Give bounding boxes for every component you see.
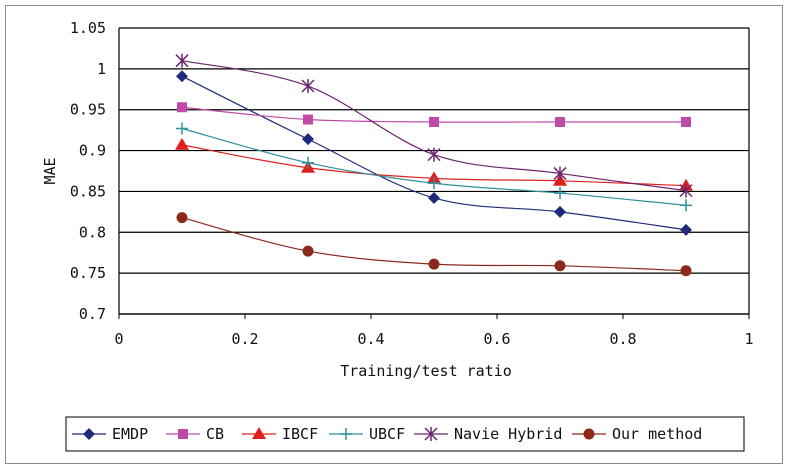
series-our-method xyxy=(176,212,692,277)
data-point-ubcf xyxy=(428,177,440,190)
data-point-ubcf xyxy=(680,199,692,212)
data-point-cb xyxy=(681,116,691,127)
line-chart: 0.7 0.75 0.8 0.85 0.9 0.95 1 1.05 0 0.2 0.4 0.6 0.8… xyxy=(41,19,754,452)
legend-label-our-method: Our method xyxy=(612,425,702,443)
data-point-ubcf xyxy=(176,122,188,135)
data-point-our-method xyxy=(176,212,188,224)
x-tick-label: 1 xyxy=(744,330,753,348)
legend-label-ubcf: UBCF xyxy=(369,425,405,443)
legend-marker-navie-hybrid xyxy=(424,427,438,441)
legend-marker-ubcf xyxy=(340,428,352,440)
series-ubcf xyxy=(176,122,692,212)
legend-marker-emdp xyxy=(83,428,95,440)
series-emdp xyxy=(176,70,692,236)
chart-frame: 0.7 0.75 0.8 0.85 0.9 0.95 1 1.05 0 0.2 0.4 0.6 0.8… xyxy=(5,5,783,464)
data-point-emdp xyxy=(176,70,188,83)
x-tick-labels: 0 0.2 0.4 0.6 0.8 1 xyxy=(114,330,753,348)
data-point-our-method xyxy=(680,265,692,277)
legend-marker-our-method xyxy=(583,428,595,440)
legend-item-ibcf: IBCF xyxy=(242,425,318,443)
legend-item-our-method: Our method xyxy=(572,425,702,443)
data-point-cb xyxy=(177,102,187,113)
legend-marker-cb xyxy=(178,429,188,439)
data-point-cb xyxy=(429,116,439,127)
legend-label-navie-hybrid: Navie Hybrid xyxy=(454,425,562,443)
x-axis-label: Training/test ratio xyxy=(340,362,512,380)
data-point-ubcf xyxy=(302,156,314,169)
y-tick-label: 0.7 xyxy=(79,305,106,323)
data-point-cb xyxy=(555,116,565,127)
x-tick-label: 0.6 xyxy=(483,330,510,348)
y-tick-labels: 0.7 0.75 0.8 0.85 0.9 0.95 1 1.05 xyxy=(70,19,106,323)
legend-item-ubcf: UBCF xyxy=(329,425,405,443)
y-axis-label: MAE xyxy=(41,157,59,184)
data-point-emdp xyxy=(554,205,566,218)
data-point-navie-hybrid xyxy=(427,147,441,162)
data-point-emdp xyxy=(680,223,692,236)
legend-label-ibcf: IBCF xyxy=(282,425,318,443)
data-point-navie-hybrid xyxy=(175,53,189,68)
data-point-navie-hybrid xyxy=(301,79,315,94)
axes xyxy=(118,28,750,319)
data-point-our-method xyxy=(554,260,566,272)
series-cb xyxy=(177,102,691,127)
grid-lines xyxy=(119,27,749,315)
x-tick-label: 0.8 xyxy=(609,330,636,348)
data-point-emdp xyxy=(302,133,314,146)
legend-item-emdp: EMDP xyxy=(72,425,148,443)
data-point-emdp xyxy=(428,191,440,204)
data-point-ubcf xyxy=(554,187,566,200)
legend-item-cb: CB xyxy=(166,425,224,443)
data-point-our-method xyxy=(428,258,440,270)
legend: EMDP CB IBCF UBCF Navie Hybrid Our method xyxy=(65,416,745,452)
y-tick-label: 0.85 xyxy=(70,182,106,200)
data-point-our-method xyxy=(302,245,314,257)
y-tick-label: 0.9 xyxy=(79,142,106,160)
data-point-ibcf xyxy=(175,137,189,150)
y-tick-label: 1 xyxy=(97,60,106,78)
y-tick-label: 0.8 xyxy=(79,223,106,241)
x-tick-label: 0.4 xyxy=(357,330,384,348)
x-tick-label: 0 xyxy=(114,330,123,348)
series-navie-hybrid xyxy=(175,53,693,198)
legend-item-navie-hybrid: Navie Hybrid xyxy=(414,425,562,443)
x-tick-label: 0.2 xyxy=(231,330,258,348)
y-tick-label: 1.05 xyxy=(70,19,106,37)
data-point-cb xyxy=(303,114,313,125)
y-tick-label: 0.75 xyxy=(70,264,106,282)
data-point-navie-hybrid xyxy=(679,183,693,198)
series-layer xyxy=(175,53,693,277)
legend-label-emdp: EMDP xyxy=(112,425,148,443)
legend-label-cb: CB xyxy=(206,425,224,443)
data-point-navie-hybrid xyxy=(553,166,567,181)
y-tick-label: 0.95 xyxy=(70,101,106,119)
legend-marker-ibcf xyxy=(252,427,266,439)
